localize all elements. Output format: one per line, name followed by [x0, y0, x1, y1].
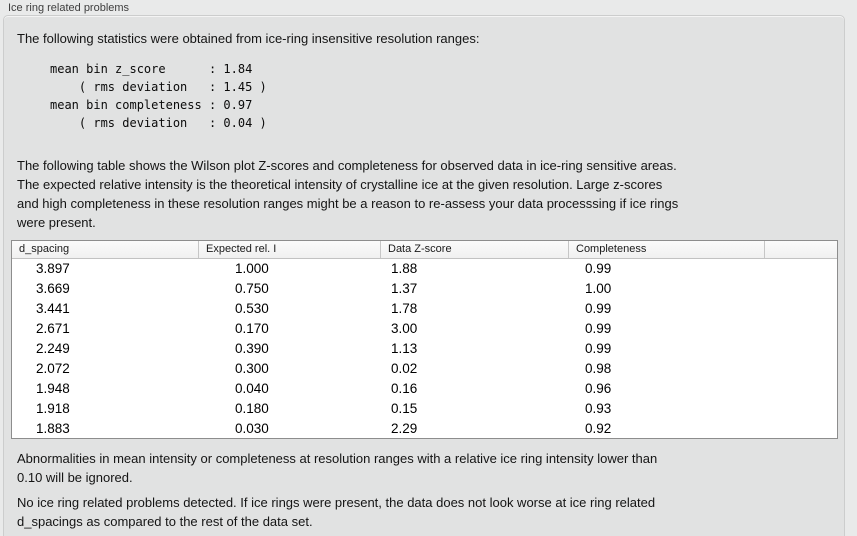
table-row[interactable]: 3.441 0.530 1.78 0.99	[12, 299, 837, 319]
table-cell: 3.441	[36, 301, 70, 316]
table-cell: 2.29	[391, 421, 418, 436]
table-cell: 0.180	[235, 401, 269, 416]
table-cell: 0.92	[585, 421, 612, 436]
stats-block: mean bin z_score : 1.84 ( rms deviation …	[50, 62, 267, 130]
table-cell: 1.37	[391, 281, 418, 296]
column-header-Data Z-score[interactable]: Data Z-score	[380, 241, 568, 258]
table-row[interactable]: 2.249 0.390 1.13 0.99	[12, 339, 837, 359]
table-cell: 0.750	[235, 281, 269, 296]
table-cell: 0.98	[585, 361, 612, 376]
table-row[interactable]: 3.897 1.000 1.88 0.99	[12, 259, 837, 279]
table-cell: 2.671	[36, 321, 70, 336]
table-cell: 1.948	[36, 381, 70, 396]
table-cell: 1.918	[36, 401, 70, 416]
table-row[interactable]: 1.883 0.030 2.29 0.92	[12, 419, 837, 439]
group-box-title: Ice ring related problems	[8, 2, 130, 14]
table-body: 3.897 1.000 1.88 0.99 3.669 0.750 1.37 1.00 3.44…	[12, 259, 837, 439]
table-description-text: The following table shows the Wilson plo…	[17, 158, 679, 230]
table-cell: 1.000	[235, 261, 269, 276]
table-cell: 0.96	[585, 381, 612, 396]
ignore-note-text: Abnormalities in mean intensity or compl…	[17, 451, 658, 485]
table-cell: 0.390	[235, 341, 269, 356]
table-cell: 0.99	[585, 321, 612, 336]
table-cell: 3.669	[36, 281, 70, 296]
table-row[interactable]: 1.918 0.180 0.15 0.93	[12, 399, 837, 419]
column-header-blank[interactable]	[764, 241, 837, 258]
table-cell: 0.99	[585, 261, 612, 276]
table-cell: 0.02	[391, 361, 418, 376]
table-row[interactable]: 1.948 0.040 0.16 0.96	[12, 379, 837, 399]
table-cell: 0.99	[585, 301, 612, 316]
table-cell: 1.13	[391, 341, 418, 356]
table-cell: 0.170	[235, 321, 269, 336]
table-cell: 1.883	[36, 421, 70, 436]
table-header-row: d_spacing Expected rel. I Data Z-score Comp…	[12, 241, 837, 259]
column-header-Expected rel. I[interactable]: Expected rel. I	[198, 241, 380, 258]
table-cell: 0.93	[585, 401, 612, 416]
table-cell: 0.030	[235, 421, 269, 436]
table-cell: 1.00	[585, 281, 612, 296]
table-cell: 2.072	[36, 361, 70, 376]
ice-ring-group-box: The following statistics were obtained f…	[3, 15, 845, 536]
table-cell: 0.300	[235, 361, 269, 376]
table-row[interactable]: 2.072 0.300 0.02 0.98	[12, 359, 837, 379]
table-cell: 0.040	[235, 381, 269, 396]
table-cell: 2.249	[36, 341, 70, 356]
column-header-d_spacing[interactable]: d_spacing	[19, 243, 70, 255]
intro-text: The following statistics were obtained f…	[17, 31, 480, 46]
table-row[interactable]: 2.671 0.170 3.00 0.99	[12, 319, 837, 339]
column-header-Completeness[interactable]: Completeness	[568, 241, 764, 258]
table-cell: 1.78	[391, 301, 418, 316]
conclusion-text: No ice ring related problems detected. I…	[17, 495, 656, 529]
table-cell: 0.16	[391, 381, 418, 396]
table-cell: 0.99	[585, 341, 612, 356]
table-cell: 3.00	[391, 321, 418, 336]
table-cell: 1.88	[391, 261, 418, 276]
table-row[interactable]: 3.669 0.750 1.37 1.00	[12, 279, 837, 299]
table-cell: 0.15	[391, 401, 418, 416]
table-cell: 3.897	[36, 261, 70, 276]
ice-ring-table[interactable]: d_spacing Expected rel. I Data Z-score Comp…	[11, 240, 838, 439]
table-cell: 0.530	[235, 301, 269, 316]
